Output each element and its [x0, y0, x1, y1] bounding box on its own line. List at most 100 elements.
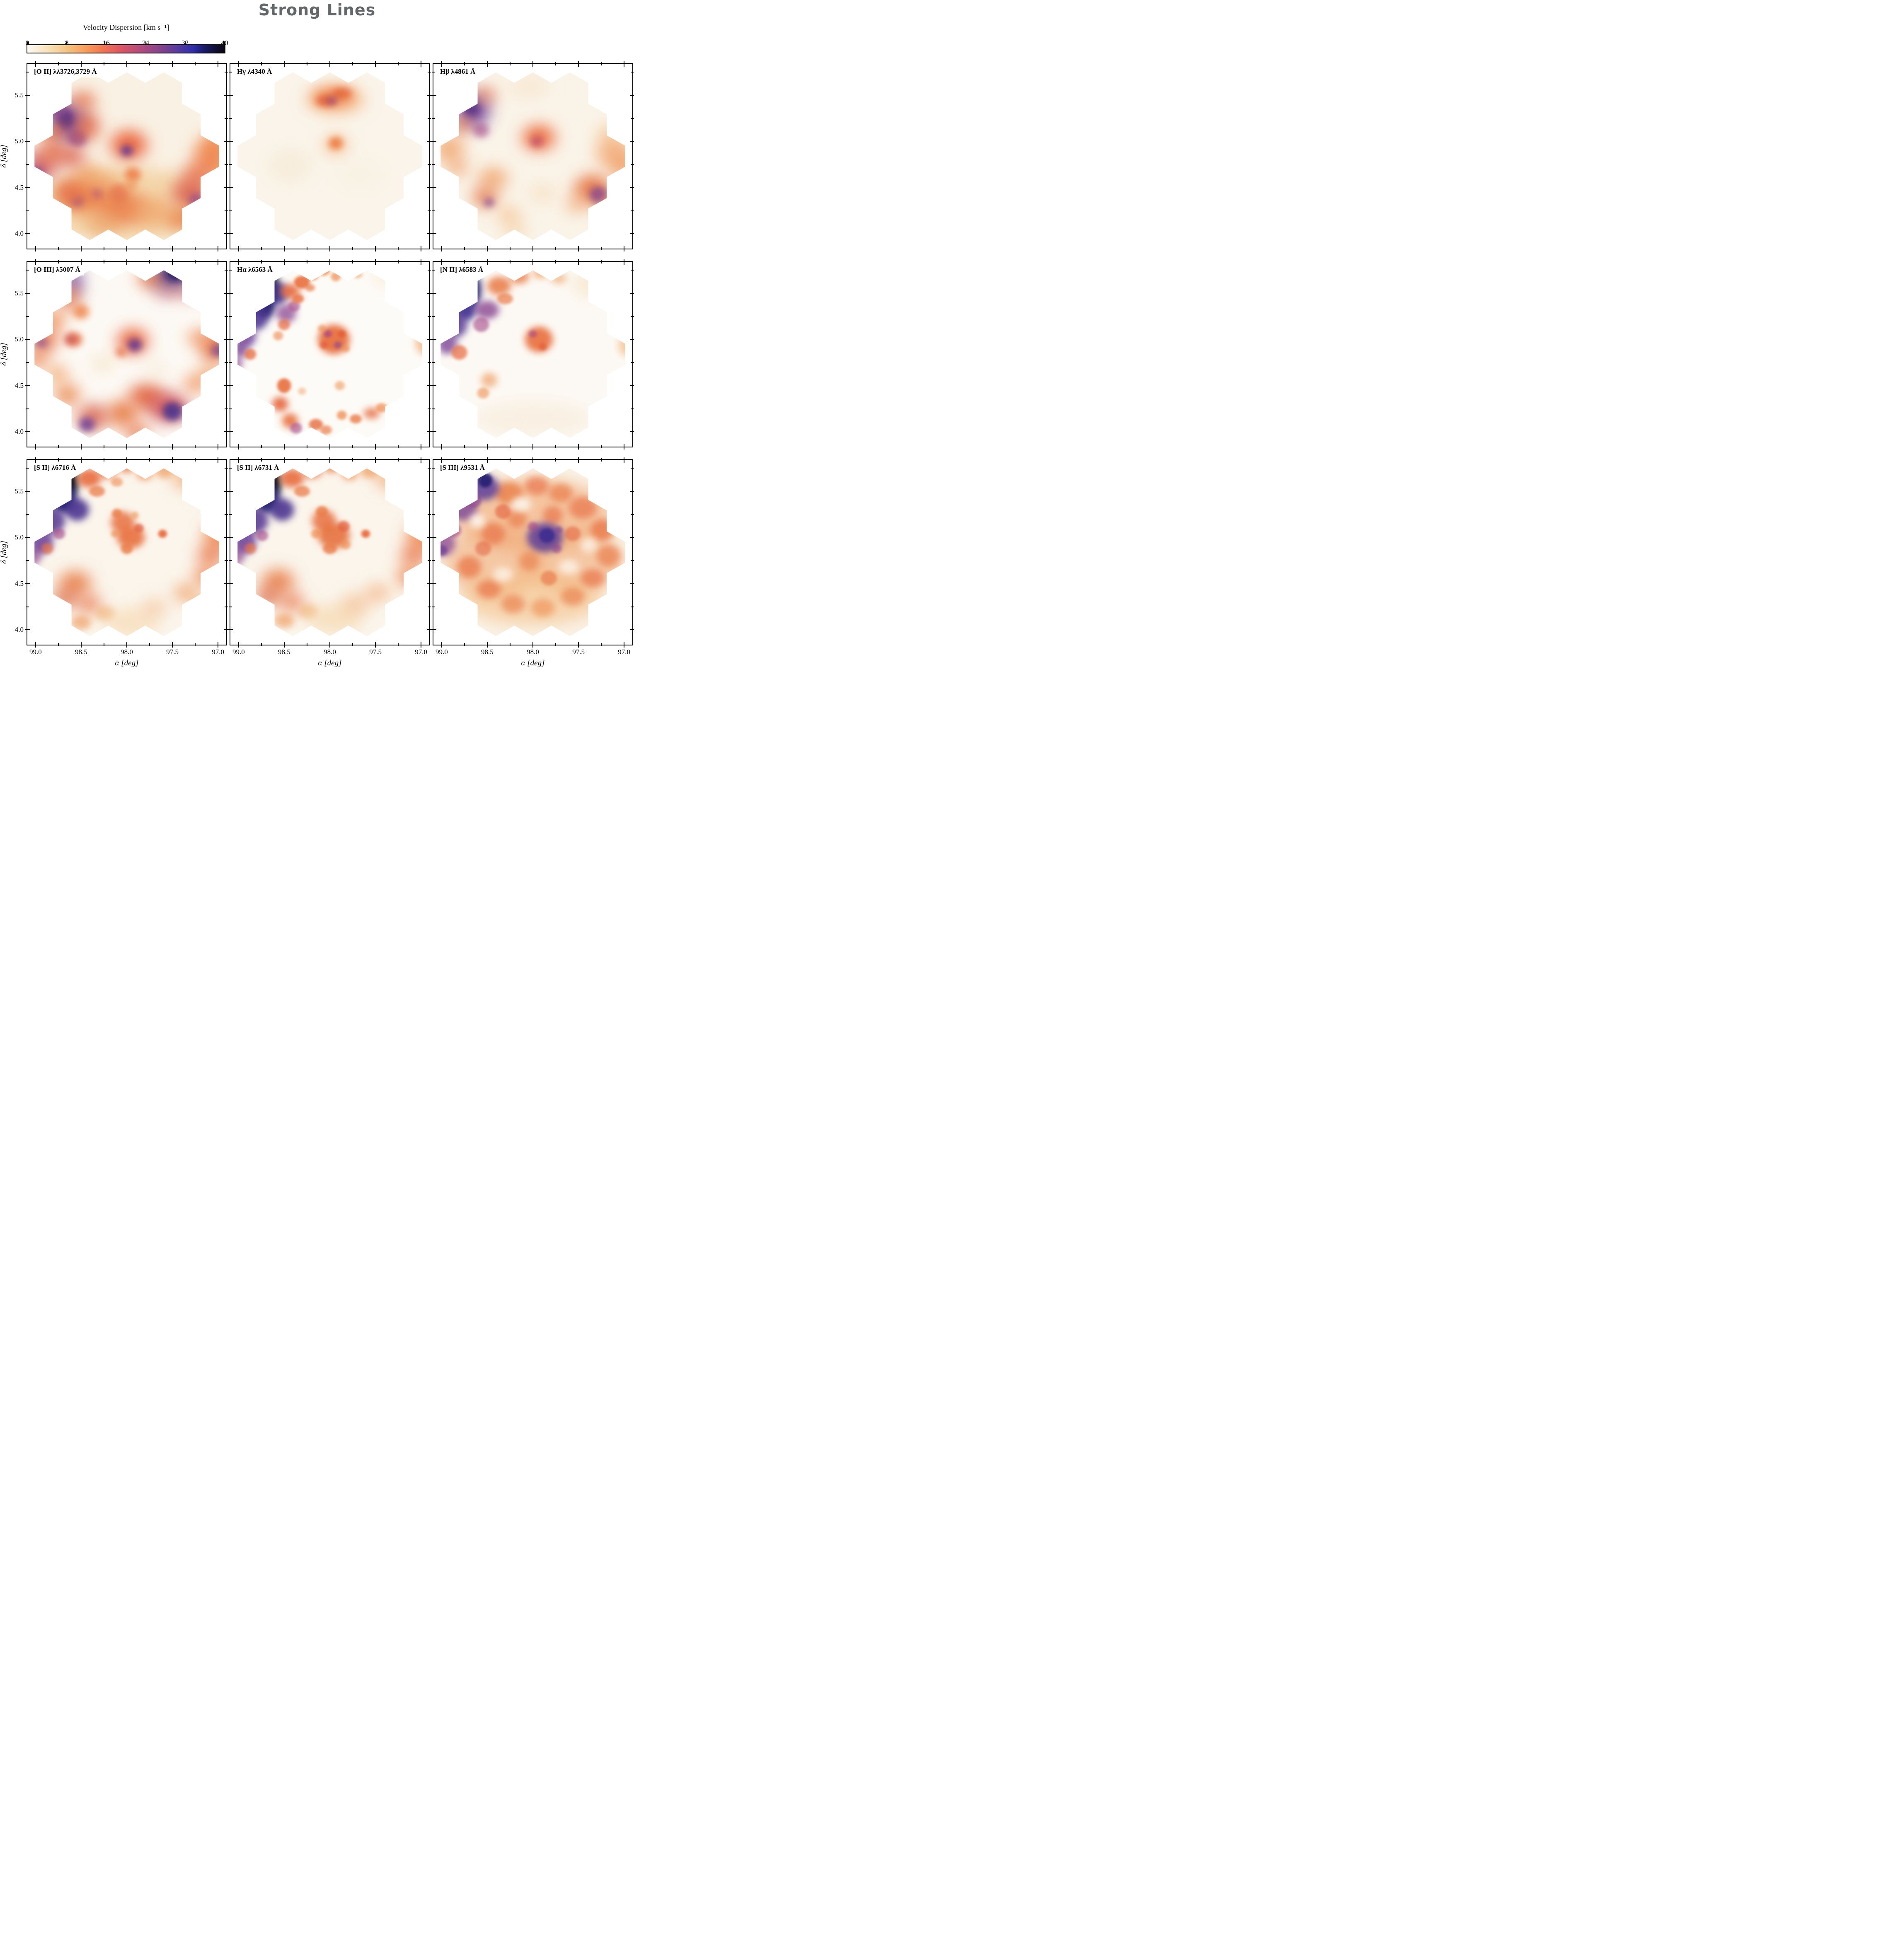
tick-mark	[227, 187, 233, 188]
tick-mark	[24, 629, 30, 631]
tick-mark	[532, 246, 533, 251]
velocity-dispersion-map	[34, 468, 219, 636]
tick-mark	[24, 94, 30, 96]
tick-mark	[352, 458, 353, 462]
tick-mark	[225, 316, 228, 317]
tick-mark	[80, 457, 82, 463]
tick-mark	[631, 560, 634, 561]
tick-mark	[329, 457, 330, 463]
tick-mark	[432, 210, 435, 211]
tick-mark	[58, 458, 59, 462]
tick-mark	[426, 491, 432, 492]
tick-mark	[261, 643, 262, 646]
x-tick-label: 98.0	[527, 648, 539, 656]
panel-label: [S II] λ6716 Å	[30, 463, 80, 474]
tick-mark	[629, 385, 634, 386]
tick-mark	[629, 187, 634, 188]
tick-mark	[431, 94, 436, 96]
tick-mark	[149, 643, 150, 646]
tick-mark	[26, 408, 29, 409]
tick-mark	[631, 72, 634, 73]
tick-mark	[428, 316, 431, 317]
tick-mark	[227, 537, 233, 538]
tick-mark	[375, 61, 376, 67]
tick-mark	[464, 458, 465, 462]
tick-mark	[26, 316, 29, 317]
colorbar-tick-label: 0	[25, 39, 29, 47]
tick-mark	[35, 259, 36, 265]
tick-mark	[432, 362, 435, 363]
tick-mark	[172, 61, 173, 67]
tick-mark	[629, 431, 634, 433]
tick-mark	[227, 339, 233, 340]
tick-mark	[432, 316, 435, 317]
tick-mark	[227, 233, 233, 234]
tick-mark	[631, 164, 634, 165]
velocity-dispersion-map	[440, 72, 625, 240]
tick-mark	[375, 457, 376, 463]
colorbar-tick-label: 24	[142, 39, 150, 47]
tick-mark	[58, 643, 59, 646]
tick-mark	[26, 468, 29, 469]
panel-label: [O III] λ5007 Å	[30, 265, 84, 276]
tick-mark	[431, 537, 436, 538]
tick-mark	[238, 259, 239, 265]
y-tick-label: 4.5	[15, 381, 24, 389]
tick-mark	[428, 210, 431, 211]
x-tick-label: 99.0	[232, 648, 245, 656]
tick-mark	[601, 260, 602, 263]
tick-mark	[172, 642, 173, 648]
tick-mark	[352, 445, 353, 448]
tick-mark	[24, 141, 30, 142]
tick-mark	[58, 247, 59, 250]
tick-mark	[486, 457, 488, 463]
tick-mark	[329, 642, 330, 648]
tick-mark	[631, 118, 634, 119]
x-tick-label: 97.5	[369, 648, 382, 656]
tick-mark	[223, 491, 229, 492]
x-tick-label: 97.5	[572, 648, 585, 656]
tick-mark	[555, 247, 557, 250]
tick-mark	[601, 445, 602, 448]
tick-mark	[486, 444, 488, 450]
colorbar-tick-label: 8	[65, 39, 69, 47]
tick-mark	[431, 385, 436, 386]
y-tick-label: 4.5	[15, 183, 24, 191]
tick-mark	[238, 61, 239, 67]
tick-mark	[58, 260, 59, 263]
tick-mark	[441, 259, 442, 265]
tick-mark	[229, 118, 232, 119]
tick-mark	[227, 385, 233, 386]
panel-label: Hβ λ4861 Å	[436, 67, 479, 77]
x-tick-label: 99.0	[29, 648, 42, 656]
tick-mark	[80, 246, 82, 251]
tick-mark	[375, 444, 376, 450]
tick-mark	[532, 642, 533, 648]
tick-mark	[223, 94, 229, 96]
tick-mark	[223, 385, 229, 386]
tick-mark	[80, 642, 82, 648]
tick-mark	[225, 560, 228, 561]
tick-mark	[24, 339, 30, 340]
tick-mark	[225, 362, 228, 363]
tick-mark	[629, 94, 634, 96]
tick-mark	[225, 118, 228, 119]
figure-title: Strong Lines	[258, 1, 376, 19]
tick-mark	[172, 246, 173, 251]
tick-mark	[238, 246, 239, 251]
x-tick-label: 98.5	[481, 648, 494, 656]
tick-mark	[58, 445, 59, 448]
y-tick-label: 5.0	[15, 335, 24, 343]
tick-mark	[172, 259, 173, 265]
tick-mark	[35, 457, 36, 463]
tick-mark	[238, 457, 239, 463]
tick-mark	[509, 643, 511, 646]
tick-mark	[432, 164, 435, 165]
tick-mark	[428, 514, 431, 515]
tick-mark	[229, 408, 232, 409]
x-tick-label: 97.0	[212, 648, 225, 656]
y-tick-label: 4.5	[15, 579, 24, 587]
tick-mark	[432, 118, 435, 119]
map-panel-hgamma-4340: Hγ λ4340 Å	[227, 61, 432, 251]
tick-mark	[238, 444, 239, 450]
